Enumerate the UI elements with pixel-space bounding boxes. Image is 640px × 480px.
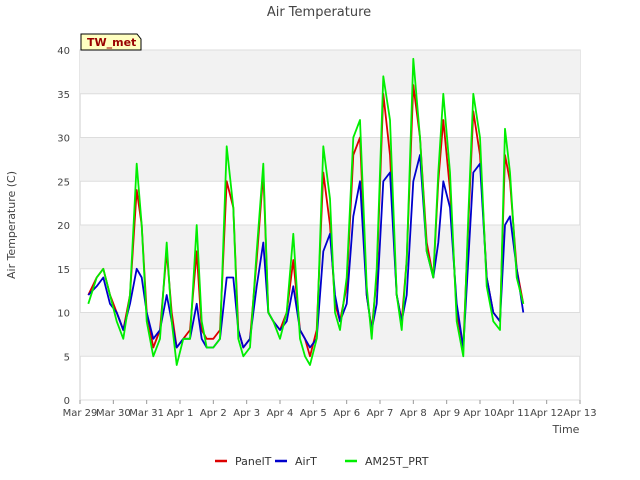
station-tag-label: TW_met	[87, 36, 136, 49]
grid-band	[80, 50, 580, 94]
legend: PanelT AirT AM25T_PRT	[215, 455, 429, 468]
x-tick-label: Apr 10	[463, 408, 496, 419]
y-tick-label: 20	[57, 221, 70, 232]
series-line-am25t-prt	[87, 57, 525, 366]
x-tick-label: Apr 4	[267, 408, 294, 419]
station-tag-box	[80, 33, 142, 51]
y-tick-label: 25	[57, 177, 70, 188]
x-tick-label: Mar 29	[63, 408, 98, 419]
y-tick-label: 40	[57, 46, 70, 57]
x-tick-label: Apr 1	[167, 408, 194, 419]
chart-title: Air Temperature	[267, 5, 371, 20]
x-tick-label: Apr 5	[300, 408, 327, 419]
y-axis-label: Air Temperature (C)	[5, 171, 18, 279]
gridlines	[79, 49, 581, 404]
series-lines	[87, 57, 525, 366]
y-tick-label: 35	[57, 90, 70, 101]
grid-band	[80, 137, 580, 182]
x-tick-label: Apr 12	[530, 408, 563, 419]
x-tick-label: Mar 30	[96, 408, 131, 419]
y-tick-label: 10	[57, 309, 70, 320]
y-tick-label: 15	[57, 265, 70, 276]
x-tick-label: Apr 11	[497, 408, 530, 419]
grid-bands	[80, 50, 580, 357]
grid-band	[80, 312, 580, 357]
x-axis-label: Time	[552, 423, 580, 436]
legend-label-airt: AirT	[295, 455, 317, 468]
x-tick-label: Apr 6	[333, 408, 360, 419]
x-tick-label: Apr 8	[400, 408, 427, 419]
x-tick-label: Apr 3	[233, 408, 260, 419]
x-tick-label: Mar 31	[129, 408, 164, 419]
series-line-airt	[87, 154, 525, 349]
legend-label-panelt: PanelT	[235, 455, 272, 468]
x-tick-label: Apr 9	[433, 408, 460, 419]
y-tick-label: 5	[64, 352, 70, 363]
x-tick-label: Apr 13	[563, 408, 596, 419]
x-tick-label: Apr 2	[200, 408, 227, 419]
y-tick-labels: 0 5 10 15 20 25 30 35 40	[57, 46, 70, 407]
x-tick-label: Apr 7	[367, 408, 394, 419]
y-tick-label: 0	[64, 396, 70, 407]
y-tick-label: 30	[57, 134, 70, 145]
legend-label-am25t-prt: AM25T_PRT	[365, 455, 429, 468]
